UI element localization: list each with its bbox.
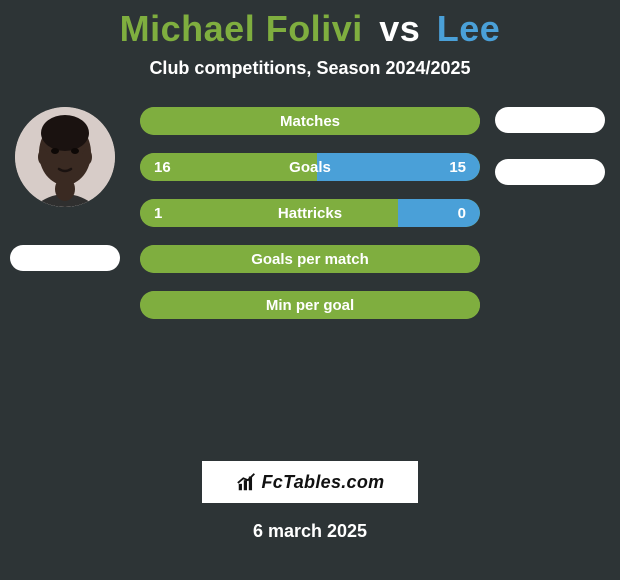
page-title: Michael Folivi vs Lee: [0, 8, 620, 50]
stat-label: Matches: [280, 113, 340, 130]
stat-bar: Min per goal: [140, 291, 480, 319]
player2-name-pill-2: [495, 159, 605, 185]
date-label: 6 march 2025: [0, 521, 620, 542]
stat-label: Hattricks: [278, 205, 342, 222]
subtitle: Club competitions, Season 2024/2025: [0, 58, 620, 79]
stat-value-right: 0: [458, 205, 466, 222]
player1-name-pill: [10, 245, 120, 271]
stat-bar: Goals per match: [140, 245, 480, 273]
player1-avatar: [15, 107, 115, 207]
player1-column: [5, 107, 125, 271]
stat-bar: Matches: [140, 107, 480, 135]
title-player2: Lee: [437, 8, 501, 49]
stat-fill-right: [398, 199, 480, 227]
stat-value-left: 1: [154, 205, 162, 222]
stat-value-left: 16: [154, 159, 171, 176]
stat-value-right: 15: [449, 159, 466, 176]
stat-label: Goals per match: [251, 251, 369, 268]
comparison-body: Matches 16 Goals 15 1 Hattricks 0 Goals per mat…: [0, 107, 620, 447]
player2-column: [490, 107, 610, 185]
stat-fill-left: [140, 199, 398, 227]
stat-bars: Matches 16 Goals 15 1 Hattricks 0 Goals per mat…: [140, 107, 480, 319]
stat-label: Min per goal: [266, 297, 354, 314]
player2-name-pill-1: [495, 107, 605, 133]
brand-logo: FcTables.com: [202, 461, 418, 503]
title-player1: Michael Folivi: [120, 8, 363, 49]
stat-bar: 1 Hattricks 0: [140, 199, 480, 227]
brand-text: FcTables.com: [262, 472, 385, 493]
bar-chart-icon: [236, 471, 258, 493]
stat-label: Goals: [289, 159, 331, 176]
stat-bar: 16 Goals 15: [140, 153, 480, 181]
title-vs: vs: [379, 8, 420, 49]
